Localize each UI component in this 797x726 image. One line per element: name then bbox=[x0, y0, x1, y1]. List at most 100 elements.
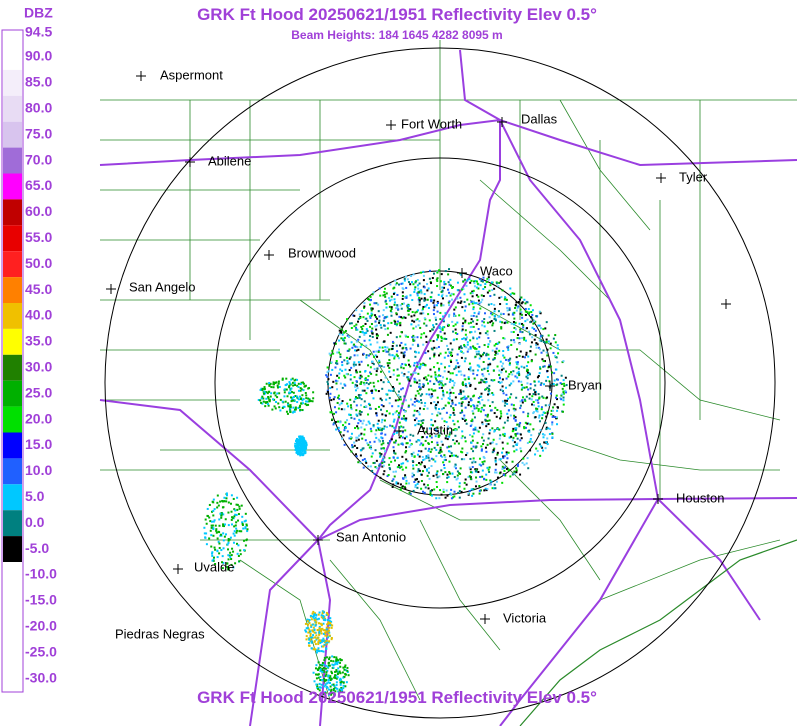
echo bbox=[551, 415, 554, 418]
echo bbox=[435, 448, 438, 451]
echo bbox=[423, 466, 426, 469]
echo bbox=[475, 480, 478, 483]
echo bbox=[469, 399, 472, 402]
echo bbox=[292, 384, 295, 387]
echo bbox=[436, 426, 439, 429]
echo bbox=[445, 294, 448, 297]
echo bbox=[336, 670, 339, 673]
echo bbox=[450, 284, 453, 287]
echo bbox=[305, 397, 308, 400]
echo bbox=[400, 407, 403, 410]
echo bbox=[398, 426, 401, 429]
echo bbox=[402, 417, 405, 420]
echo bbox=[487, 345, 490, 348]
echo bbox=[376, 341, 379, 344]
echo bbox=[463, 300, 466, 303]
echo bbox=[465, 284, 468, 287]
color-step bbox=[3, 147, 22, 174]
echo bbox=[432, 458, 435, 461]
echo bbox=[493, 287, 496, 290]
echo bbox=[476, 369, 479, 372]
echo bbox=[425, 378, 428, 381]
echo bbox=[449, 431, 452, 434]
echo bbox=[264, 405, 267, 408]
echo bbox=[497, 315, 500, 318]
echo bbox=[504, 399, 507, 402]
echo bbox=[231, 516, 234, 519]
echo bbox=[472, 395, 475, 398]
echo bbox=[325, 613, 328, 616]
echo bbox=[371, 313, 374, 316]
echo bbox=[446, 494, 449, 497]
echo bbox=[361, 327, 364, 330]
echo bbox=[243, 539, 246, 542]
echo bbox=[463, 360, 466, 363]
echo bbox=[335, 677, 338, 680]
echo bbox=[458, 314, 461, 317]
echo bbox=[315, 673, 318, 676]
echo bbox=[446, 476, 449, 479]
echo bbox=[403, 437, 406, 440]
echo bbox=[481, 461, 484, 464]
echo bbox=[380, 326, 383, 329]
echo bbox=[348, 369, 351, 372]
echo bbox=[415, 399, 418, 402]
echo bbox=[464, 329, 467, 332]
legend-title: DBZ bbox=[24, 5, 53, 21]
echo bbox=[487, 363, 490, 366]
echo bbox=[365, 461, 368, 464]
echo bbox=[485, 380, 488, 383]
echo bbox=[296, 445, 299, 448]
echo bbox=[453, 495, 456, 498]
echo bbox=[453, 381, 456, 384]
echo bbox=[485, 423, 488, 426]
echo bbox=[520, 388, 523, 391]
echo bbox=[304, 451, 307, 454]
echo bbox=[325, 642, 328, 645]
echo bbox=[294, 408, 297, 411]
echo bbox=[343, 675, 346, 678]
echo bbox=[381, 427, 384, 430]
echo bbox=[398, 398, 401, 401]
echo bbox=[416, 486, 419, 489]
echo bbox=[310, 647, 313, 650]
echo bbox=[475, 347, 478, 350]
color-step bbox=[3, 277, 22, 303]
echo bbox=[385, 292, 388, 295]
echo bbox=[313, 613, 316, 616]
echo bbox=[468, 475, 471, 478]
echo bbox=[395, 481, 398, 484]
echo bbox=[243, 520, 246, 523]
echo bbox=[262, 392, 265, 395]
echo bbox=[358, 412, 361, 415]
echo bbox=[465, 346, 468, 349]
echo bbox=[222, 532, 225, 535]
echo bbox=[462, 280, 465, 283]
echo bbox=[400, 366, 403, 369]
city-label: Abilene bbox=[208, 153, 251, 168]
echo bbox=[348, 422, 351, 425]
echo bbox=[350, 341, 353, 344]
echo bbox=[402, 352, 405, 355]
echo bbox=[205, 532, 208, 535]
echo bbox=[306, 400, 309, 403]
echo bbox=[344, 669, 347, 672]
legend-label: 75.0 bbox=[25, 125, 52, 141]
echo bbox=[353, 441, 356, 444]
echo bbox=[430, 433, 433, 436]
echo bbox=[333, 342, 336, 345]
echo bbox=[483, 404, 486, 407]
echo bbox=[412, 338, 415, 341]
city-markers bbox=[106, 71, 731, 624]
echo bbox=[545, 321, 548, 324]
echo bbox=[392, 456, 395, 459]
echo bbox=[285, 377, 288, 380]
echo bbox=[528, 311, 531, 314]
echo bbox=[472, 320, 475, 323]
echo bbox=[443, 366, 446, 369]
echo bbox=[508, 308, 511, 311]
echo bbox=[503, 337, 506, 340]
echo bbox=[476, 429, 479, 432]
echo bbox=[423, 299, 426, 302]
echo bbox=[300, 445, 303, 448]
